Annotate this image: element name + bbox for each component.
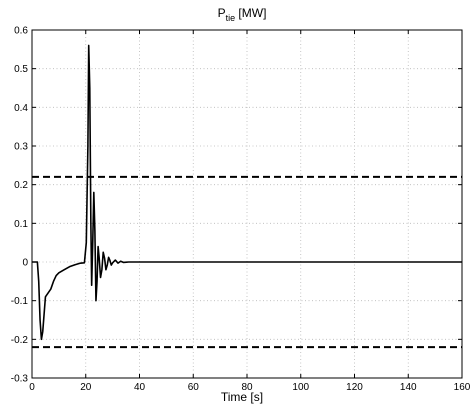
chart-title-suffix: [MW] xyxy=(235,6,266,20)
x-tick-label: 60 xyxy=(188,382,200,393)
x-tick-label: 100 xyxy=(292,382,309,393)
y-tick-label: 0 xyxy=(22,258,28,269)
chart-title-main: P xyxy=(218,6,226,20)
x-tick-label: 120 xyxy=(346,382,363,393)
x-tick-label: 20 xyxy=(80,382,92,393)
y-tick-label: 0.2 xyxy=(14,180,28,191)
axis-ticks xyxy=(31,29,463,379)
x-tick-label: 40 xyxy=(134,382,146,393)
x-tick-label: 160 xyxy=(454,382,471,393)
y-tick-labels: -0.3 -0.2 -0.1 0 0.1 0.2 0.3 0.4 0.5 0.6 xyxy=(11,26,29,385)
x-tick-labels: 0 20 40 60 80 100 120 140 160 xyxy=(29,382,471,393)
y-tick-label: 0.6 xyxy=(14,26,28,37)
y-tick-label: 0.1 xyxy=(14,219,28,230)
y-tick-label: -0.2 xyxy=(11,335,29,346)
x-tick-label: 140 xyxy=(400,382,417,393)
series-group xyxy=(32,44,462,349)
x-tick-label: 0 xyxy=(29,382,35,393)
y-tick-label: -0.3 xyxy=(11,374,29,385)
ptie-series-line xyxy=(32,44,462,341)
x-axis-label: Time [s] xyxy=(221,390,263,404)
y-tick-label: 0.3 xyxy=(14,142,28,153)
x-tick-label: 80 xyxy=(241,382,253,393)
chart-title: Ptie [MW] xyxy=(218,6,267,23)
y-tick-label: -0.1 xyxy=(11,296,29,307)
y-tick-label: 0.5 xyxy=(14,64,28,75)
y-tick-label: 0.4 xyxy=(14,103,28,114)
chart-title-subscript: tie xyxy=(226,13,236,23)
